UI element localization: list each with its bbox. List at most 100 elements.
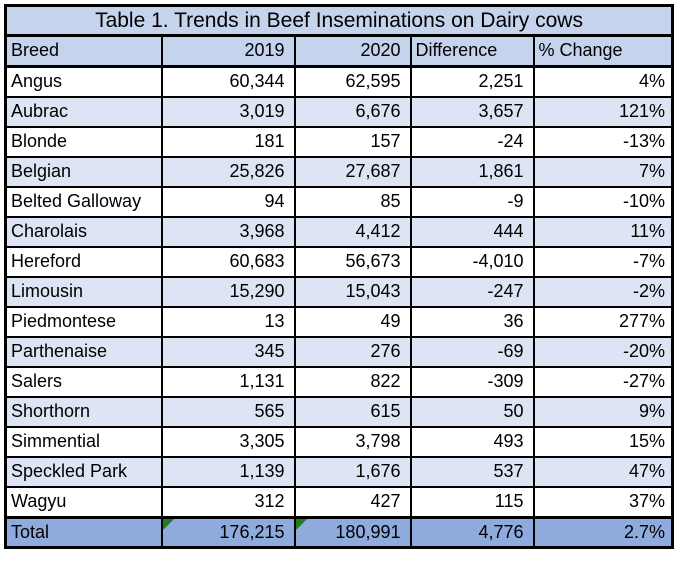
total-pct-change: 2.7% bbox=[532, 516, 674, 549]
cell-breed: Speckled Park bbox=[4, 456, 163, 488]
cell-difference: 36 bbox=[409, 306, 535, 338]
cell-breed: Belted Galloway bbox=[4, 186, 163, 218]
cell-pct-change: -10% bbox=[532, 186, 674, 218]
table-row: Speckled Park 1,139 1,676 537 47% bbox=[4, 456, 674, 488]
cell-2019: 15,290 bbox=[160, 276, 296, 308]
col-header-2019: 2019 bbox=[160, 34, 296, 68]
error-indicator-icon bbox=[163, 520, 174, 530]
cell-pct-change: 47% bbox=[532, 456, 674, 488]
cell-2019: 3,305 bbox=[160, 426, 296, 458]
total-2020: 180,991 bbox=[293, 516, 412, 549]
cell-pct-change: -27% bbox=[532, 366, 674, 398]
cell-difference: 444 bbox=[409, 216, 535, 248]
cell-difference: -4,010 bbox=[409, 246, 535, 278]
col-header-2020: 2020 bbox=[293, 34, 412, 68]
table-title: Table 1. Trends in Beef Inseminations on… bbox=[4, 4, 674, 37]
col-header-difference: Difference bbox=[409, 34, 535, 68]
cell-2019: 13 bbox=[160, 306, 296, 338]
cell-2020: 276 bbox=[293, 336, 412, 368]
total-row: Total 176,215 180,991 4,776 2.7% bbox=[4, 516, 674, 549]
cell-2020: 427 bbox=[293, 486, 412, 519]
cell-2020: 85 bbox=[293, 186, 412, 218]
cell-2019: 60,683 bbox=[160, 246, 296, 278]
table-row: Belted Galloway 94 85 -9 -10% bbox=[4, 186, 674, 218]
cell-difference: 493 bbox=[409, 426, 535, 458]
cell-pct-change: 37% bbox=[532, 486, 674, 519]
cell-breed: Limousin bbox=[4, 276, 163, 308]
cell-difference: 2,251 bbox=[409, 65, 535, 98]
col-header-breed: Breed bbox=[4, 34, 163, 68]
cell-2020: 615 bbox=[293, 396, 412, 428]
total-2020-value: 180,991 bbox=[335, 521, 401, 542]
col-header-pct-change: % Change bbox=[532, 34, 674, 68]
cell-difference: 537 bbox=[409, 456, 535, 488]
cell-difference: 3,657 bbox=[409, 96, 535, 128]
cell-pct-change: 15% bbox=[532, 426, 674, 458]
total-2019-value: 176,215 bbox=[219, 521, 285, 542]
cell-2019: 25,826 bbox=[160, 156, 296, 188]
cell-breed: Angus bbox=[4, 65, 163, 98]
cell-2020: 15,043 bbox=[293, 276, 412, 308]
table-row: Limousin 15,290 15,043 -247 -2% bbox=[4, 276, 674, 308]
cell-pct-change: 9% bbox=[532, 396, 674, 428]
cell-pct-change: -2% bbox=[532, 276, 674, 308]
cell-2020: 56,673 bbox=[293, 246, 412, 278]
cell-2020: 157 bbox=[293, 126, 412, 158]
beef-inseminations-table: Table 1. Trends in Beef Inseminations on… bbox=[4, 4, 675, 549]
cell-2020: 49 bbox=[293, 306, 412, 338]
cell-2020: 1,676 bbox=[293, 456, 412, 488]
cell-2019: 3,968 bbox=[160, 216, 296, 248]
cell-breed: Blonde bbox=[4, 126, 163, 158]
table-row: Charolais 3,968 4,412 444 11% bbox=[4, 216, 674, 248]
cell-difference: -24 bbox=[409, 126, 535, 158]
cell-breed: Belgian bbox=[4, 156, 163, 188]
cell-difference: 115 bbox=[409, 486, 535, 519]
table-row: Salers 1,131 822 -309 -27% bbox=[4, 366, 674, 398]
cell-2020: 4,412 bbox=[293, 216, 412, 248]
cell-pct-change: 11% bbox=[532, 216, 674, 248]
cell-pct-change: 7% bbox=[532, 156, 674, 188]
cell-breed: Piedmontese bbox=[4, 306, 163, 338]
cell-breed: Charolais bbox=[4, 216, 163, 248]
table-row: Parthenaise 345 276 -69 -20% bbox=[4, 336, 674, 368]
table-row: Angus 60,344 62,595 2,251 4% bbox=[4, 65, 674, 98]
cell-2019: 345 bbox=[160, 336, 296, 368]
cell-pct-change: -20% bbox=[532, 336, 674, 368]
cell-difference: -69 bbox=[409, 336, 535, 368]
cell-pct-change: -7% bbox=[532, 246, 674, 278]
cell-2020: 62,595 bbox=[293, 65, 412, 98]
cell-difference: -247 bbox=[409, 276, 535, 308]
cell-breed: Hereford bbox=[4, 246, 163, 278]
cell-2020: 822 bbox=[293, 366, 412, 398]
cell-breed: Simmential bbox=[4, 426, 163, 458]
cell-2019: 312 bbox=[160, 486, 296, 519]
cell-2019: 181 bbox=[160, 126, 296, 158]
cell-difference: 1,861 bbox=[409, 156, 535, 188]
cell-breed: Shorthorn bbox=[4, 396, 163, 428]
cell-pct-change: -13% bbox=[532, 126, 674, 158]
cell-pct-change: 277% bbox=[532, 306, 674, 338]
cell-pct-change: 121% bbox=[532, 96, 674, 128]
table-row: Wagyu 312 427 115 37% bbox=[4, 486, 674, 519]
cell-difference: -9 bbox=[409, 186, 535, 218]
error-indicator-icon bbox=[296, 520, 307, 530]
table-row: Simmential 3,305 3,798 493 15% bbox=[4, 426, 674, 458]
cell-2019: 94 bbox=[160, 186, 296, 218]
title-row: Table 1. Trends in Beef Inseminations on… bbox=[4, 4, 674, 37]
cell-2020: 6,676 bbox=[293, 96, 412, 128]
cell-2020: 27,687 bbox=[293, 156, 412, 188]
cell-breed: Parthenaise bbox=[4, 336, 163, 368]
cell-breed: Wagyu bbox=[4, 486, 163, 519]
table-row: Piedmontese 13 49 36 277% bbox=[4, 306, 674, 338]
cell-difference: 50 bbox=[409, 396, 535, 428]
cell-2019: 1,131 bbox=[160, 366, 296, 398]
header-row: Breed 2019 2020 Difference % Change bbox=[4, 34, 674, 68]
cell-breed: Salers bbox=[4, 366, 163, 398]
cell-2020: 3,798 bbox=[293, 426, 412, 458]
cell-2019: 1,139 bbox=[160, 456, 296, 488]
cell-2019: 3,019 bbox=[160, 96, 296, 128]
total-label: Total bbox=[4, 516, 163, 549]
total-2019: 176,215 bbox=[160, 516, 296, 549]
cell-difference: -309 bbox=[409, 366, 535, 398]
cell-2019: 60,344 bbox=[160, 65, 296, 98]
